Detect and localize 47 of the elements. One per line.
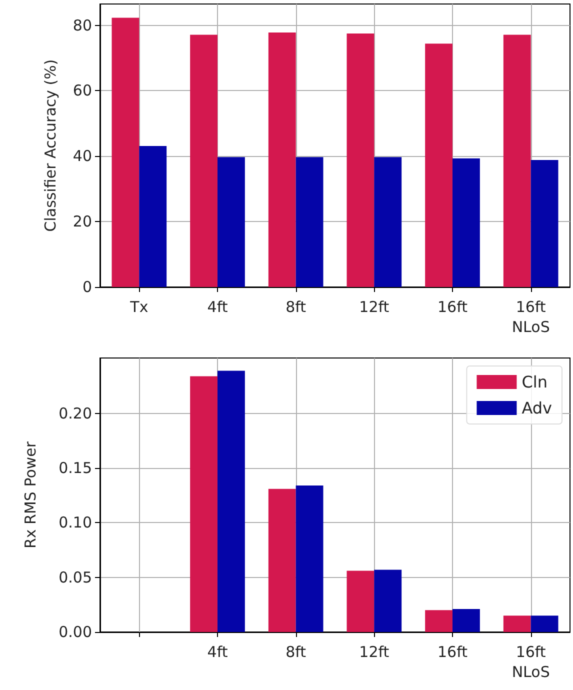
y-tick-label: 0 [82, 278, 92, 296]
x-tick-label: 4ft [207, 643, 228, 661]
x-tick-label: 16ft NLoS [512, 298, 550, 336]
bar [346, 570, 374, 632]
y-tick-label: 0.20 [58, 404, 92, 422]
x-tick-label: 12ft [359, 643, 390, 661]
bar [530, 160, 558, 287]
x-tick-label: 16ft [438, 298, 468, 316]
bar [268, 488, 296, 632]
y-tick-label: 0.05 [58, 568, 92, 586]
y-tick-label: 0.10 [58, 514, 92, 532]
x-tick-label: 4ft [207, 298, 228, 316]
bar [190, 376, 218, 632]
bar [374, 570, 402, 632]
bar [425, 44, 452, 287]
bar [112, 18, 140, 287]
bar [296, 157, 324, 287]
bar [346, 33, 374, 287]
bar [452, 158, 480, 287]
bar [268, 32, 296, 287]
bar [218, 157, 245, 287]
bar [452, 609, 480, 632]
y-tick-label: 0.00 [58, 623, 92, 641]
bar [503, 616, 531, 632]
x-tick-label: 12ft [359, 298, 390, 316]
y-tick-label: 40 [72, 147, 92, 166]
x-tick-label: 16ft [438, 643, 468, 661]
y-tick-label: 60 [72, 82, 92, 100]
y-axis-title: Rx RMS Power [22, 440, 40, 549]
bar [530, 616, 558, 632]
bar [503, 34, 531, 287]
legend-label: Cln [522, 372, 548, 392]
y-tick-label: 0.15 [58, 459, 92, 478]
y-tick-label: 80 [72, 16, 92, 34]
x-tick-label: Tx [129, 298, 148, 316]
bar [218, 370, 245, 632]
bar [139, 146, 167, 287]
x-tick-label: 8ft [286, 298, 306, 316]
bar [296, 486, 324, 632]
legend-label: Adv [522, 398, 552, 418]
y-axis-title: Classifier Accuracy (%) [42, 59, 60, 232]
bar [425, 610, 452, 632]
x-tick-label: 16ft NLoS [512, 643, 550, 681]
bar [374, 157, 402, 287]
y-tick-label: 20 [72, 212, 92, 231]
x-tick-label: 8ft [286, 643, 306, 661]
bar [190, 34, 218, 287]
